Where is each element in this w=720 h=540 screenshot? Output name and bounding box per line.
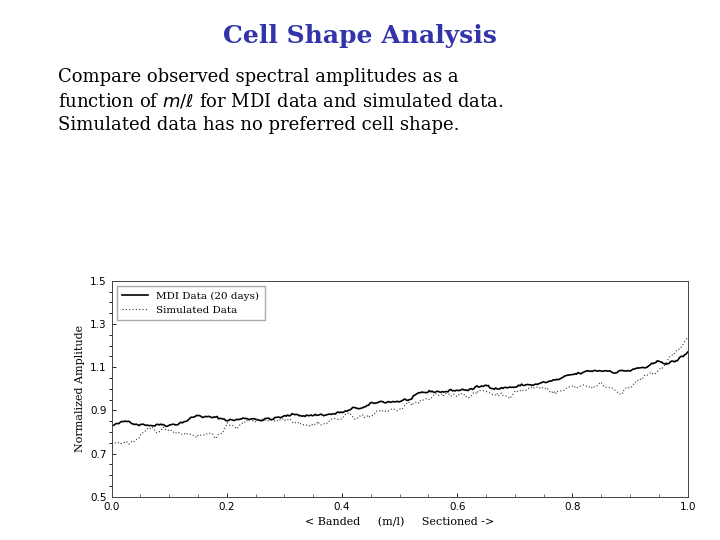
Simulated Data [297,421,305,427]
Line: Simulated Data: Simulated Data [112,338,688,444]
MDI Data (20 days) [107,422,116,429]
MDI Data (20 days) [337,409,346,415]
Simulated Data [107,440,116,446]
Simulated Data [125,441,133,448]
Legend: MDI Data (20 days), Simulated Data: MDI Data (20 days), Simulated Data [117,286,265,320]
MDI Data (20 days) [683,349,692,355]
Simulated Data [527,384,536,390]
Text: Compare observed spectral amplitudes as a
function of $\mathit{m/\ell}$ for MDI : Compare observed spectral amplitudes as … [58,68,503,134]
Simulated Data [524,385,533,392]
Simulated Data [178,431,186,438]
MDI Data (20 days) [178,420,186,426]
Simulated Data [683,334,692,341]
MDI Data (20 days) [527,382,536,388]
Text: Cell Shape Analysis: Cell Shape Analysis [223,24,497,48]
X-axis label: < Banded     (m/l)     Sectioned ->: < Banded (m/l) Sectioned -> [305,517,494,528]
MDI Data (20 days) [471,383,480,390]
Y-axis label: Normalized Amplitude: Normalized Amplitude [75,325,84,453]
MDI Data (20 days) [297,413,305,419]
MDI Data (20 days) [524,382,533,388]
Line: MDI Data (20 days): MDI Data (20 days) [112,352,688,427]
Simulated Data [471,389,480,396]
MDI Data (20 days) [162,423,171,430]
Simulated Data [337,416,346,422]
